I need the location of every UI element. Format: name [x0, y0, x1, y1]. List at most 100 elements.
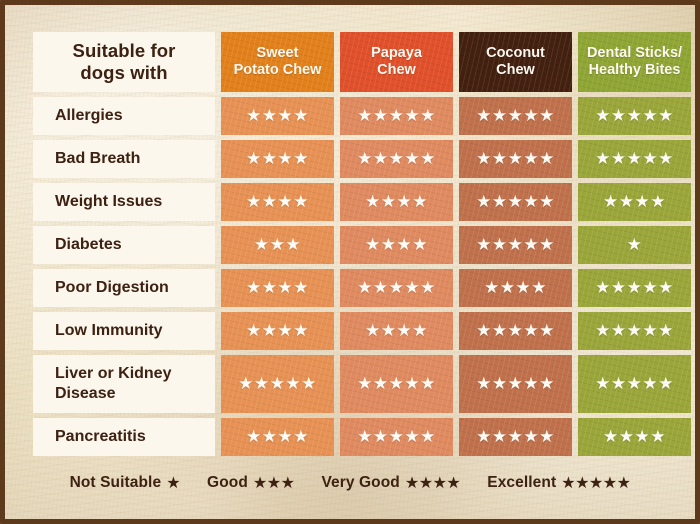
row-label-pancreatitis: Pancreatitis — [33, 418, 215, 456]
legend-star-icon: ★★★★ — [404, 475, 461, 492]
star-rating: ★★★★ — [246, 278, 309, 297]
star-rating: ★★★★ — [603, 427, 666, 446]
legend-star-icon: ★ — [166, 475, 181, 492]
star-rating: ★★★★★ — [476, 192, 555, 211]
table-row: Low Immunity ★★★★ ★★★★ ★★★★★ ★★★★★ — [33, 312, 691, 350]
star-rating: ★★★★ — [246, 106, 309, 125]
header-row: Suitable for dogs with Sweet Potato Chew… — [33, 32, 691, 92]
star-rating: ★★★★ — [484, 278, 547, 297]
row-label-line1: Bad Breath — [55, 150, 141, 168]
row-label-line2: Disease — [55, 385, 116, 402]
rating-cell-papaya-chew: ★★★★★ — [340, 140, 453, 178]
star-rating: ★★★★★ — [595, 278, 674, 297]
rating-cell-papaya-chew: ★★★★★ — [340, 97, 453, 135]
rating-cell-coconut-chew: ★★★★ — [459, 269, 572, 307]
rating-cell-papaya-chew: ★★★★★ — [340, 418, 453, 456]
rating-cell-coconut-chew: ★★★★★ — [459, 312, 572, 350]
column-header-coconut-chew: Coconut Chew — [459, 32, 572, 92]
rating-cell-sweet-potato-chew: ★★★★ — [221, 140, 334, 178]
star-rating: ★★★★★ — [595, 106, 674, 125]
star-rating: ★★★★★ — [476, 374, 555, 393]
rating-cell-papaya-chew: ★★★★ — [340, 226, 453, 264]
legend-label: Very Good — [321, 474, 400, 491]
row-label-weight-issues: Weight Issues — [33, 183, 215, 221]
table-row: Pancreatitis ★★★★ ★★★★★ ★★★★★ ★★★★ — [33, 418, 691, 456]
rating-cell-sweet-potato-chew: ★★★ — [221, 226, 334, 264]
rating-cell-coconut-chew: ★★★★★ — [459, 183, 572, 221]
legend-item-very-good: Very Good ★★★★ — [321, 473, 460, 493]
row-label-low-immunity: Low Immunity — [33, 312, 215, 350]
star-rating: ★★★★★ — [476, 235, 555, 254]
row-label-line1: Low Immunity — [55, 322, 163, 340]
legend-item-not-suitable: Not Suitable ★ — [69, 473, 181, 493]
star-rating: ★★★★★ — [476, 321, 555, 340]
rating-cell-dental-sticks-healthy-bites: ★★★★ — [578, 418, 691, 456]
table-row: Liver or Kidney Disease ★★★★★ ★★★★★ ★★★★★ ★★★… — [33, 355, 691, 413]
column-header-line1: Sweet — [256, 44, 299, 61]
row-label-line1: Weight Issues — [55, 193, 163, 211]
star-rating: ★★★★★ — [357, 374, 436, 393]
column-header-line1: Coconut — [486, 44, 545, 61]
table-body: Allergies ★★★★ ★★★★★ ★★★★★ ★★★★★ Bad Breath ★★… — [33, 97, 691, 456]
column-header-line2: Chew — [377, 62, 416, 78]
column-header-sweet-potato-chew: Sweet Potato Chew — [221, 32, 334, 92]
rating-cell-coconut-chew: ★★★★★ — [459, 355, 572, 413]
legend-label: Excellent — [487, 474, 557, 491]
comparison-table: Suitable for dogs with Sweet Potato Chew… — [27, 27, 695, 461]
star-rating: ★★★★ — [603, 192, 666, 211]
rating-cell-dental-sticks-healthy-bites: ★★★★★ — [578, 312, 691, 350]
star-rating: ★★★★★ — [357, 278, 436, 297]
row-label-line1: Diabetes — [55, 236, 122, 254]
rating-cell-sweet-potato-chew: ★★★★★ — [221, 355, 334, 413]
table-title-line1: Suitable for — [72, 40, 176, 62]
table-row: Bad Breath ★★★★ ★★★★★ ★★★★★ ★★★★★ — [33, 140, 691, 178]
legend-item-excellent: Excellent ★★★★★ — [487, 473, 631, 493]
star-rating: ★★★ — [253, 235, 302, 254]
row-label-line1: Poor Digestion — [55, 279, 169, 297]
row-label-line1: Allergies — [55, 107, 123, 125]
column-header-line1: Dental Sticks/ — [586, 44, 683, 61]
rating-cell-papaya-chew: ★★★★★ — [340, 355, 453, 413]
star-rating: ★★★★ — [246, 321, 309, 340]
rating-cell-papaya-chew: ★★★★★ — [340, 269, 453, 307]
rating-cell-coconut-chew: ★★★★★ — [459, 418, 572, 456]
star-rating: ★★★★★ — [476, 427, 555, 446]
table-row: Diabetes ★★★ ★★★★ ★★★★★ ★ — [33, 226, 691, 264]
table-header: Suitable for dogs with Sweet Potato Chew… — [33, 32, 691, 92]
rating-cell-coconut-chew: ★★★★★ — [459, 226, 572, 264]
legend-star-icon: ★★★★★ — [561, 475, 631, 492]
table-title-cell: Suitable for dogs with — [33, 32, 215, 92]
rating-cell-dental-sticks-healthy-bites: ★★★★★ — [578, 97, 691, 135]
star-rating: ★★★★★ — [476, 106, 555, 125]
rating-cell-coconut-chew: ★★★★★ — [459, 140, 572, 178]
column-header-line1: Papaya — [371, 44, 422, 61]
star-rating: ★★★★ — [246, 192, 309, 211]
star-rating: ★★★★ — [365, 192, 428, 211]
table-title-line2: dogs with — [80, 62, 168, 83]
star-rating: ★★★★ — [365, 235, 428, 254]
row-label-liver-or-kidney: Liver or Kidney Disease — [33, 355, 215, 413]
row-label-bad-breath: Bad Breath — [33, 140, 215, 178]
table-row: Allergies ★★★★ ★★★★★ ★★★★★ ★★★★★ — [33, 97, 691, 135]
star-rating: ★ — [626, 235, 643, 254]
table-row: Poor Digestion ★★★★ ★★★★★ ★★★★ ★★★★★ — [33, 269, 691, 307]
star-rating: ★★★★★ — [357, 427, 436, 446]
rating-cell-sweet-potato-chew: ★★★★ — [221, 312, 334, 350]
star-rating: ★★★★ — [246, 427, 309, 446]
star-rating: ★★★★★ — [357, 106, 436, 125]
row-label-line1: Liver or Kidney — [55, 365, 172, 383]
star-rating: ★★★★ — [246, 149, 309, 168]
star-rating: ★★★★★ — [595, 321, 674, 340]
row-label-diabetes: Diabetes — [33, 226, 215, 264]
star-rating: ★★★★★ — [357, 149, 436, 168]
rating-cell-coconut-chew: ★★★★★ — [459, 97, 572, 135]
star-rating: ★★★★ — [365, 321, 428, 340]
rating-cell-dental-sticks-healthy-bites: ★★★★★ — [578, 140, 691, 178]
star-rating: ★★★★★ — [238, 374, 317, 393]
table-row: Weight Issues ★★★★ ★★★★ ★★★★★ ★★★★ — [33, 183, 691, 221]
legend-item-good: Good ★★★ — [207, 473, 295, 493]
star-rating: ★★★★★ — [595, 374, 674, 393]
legend-label: Not Suitable — [69, 474, 162, 491]
comparison-table-container: Suitable for dogs with Sweet Potato Chew… — [5, 5, 695, 461]
